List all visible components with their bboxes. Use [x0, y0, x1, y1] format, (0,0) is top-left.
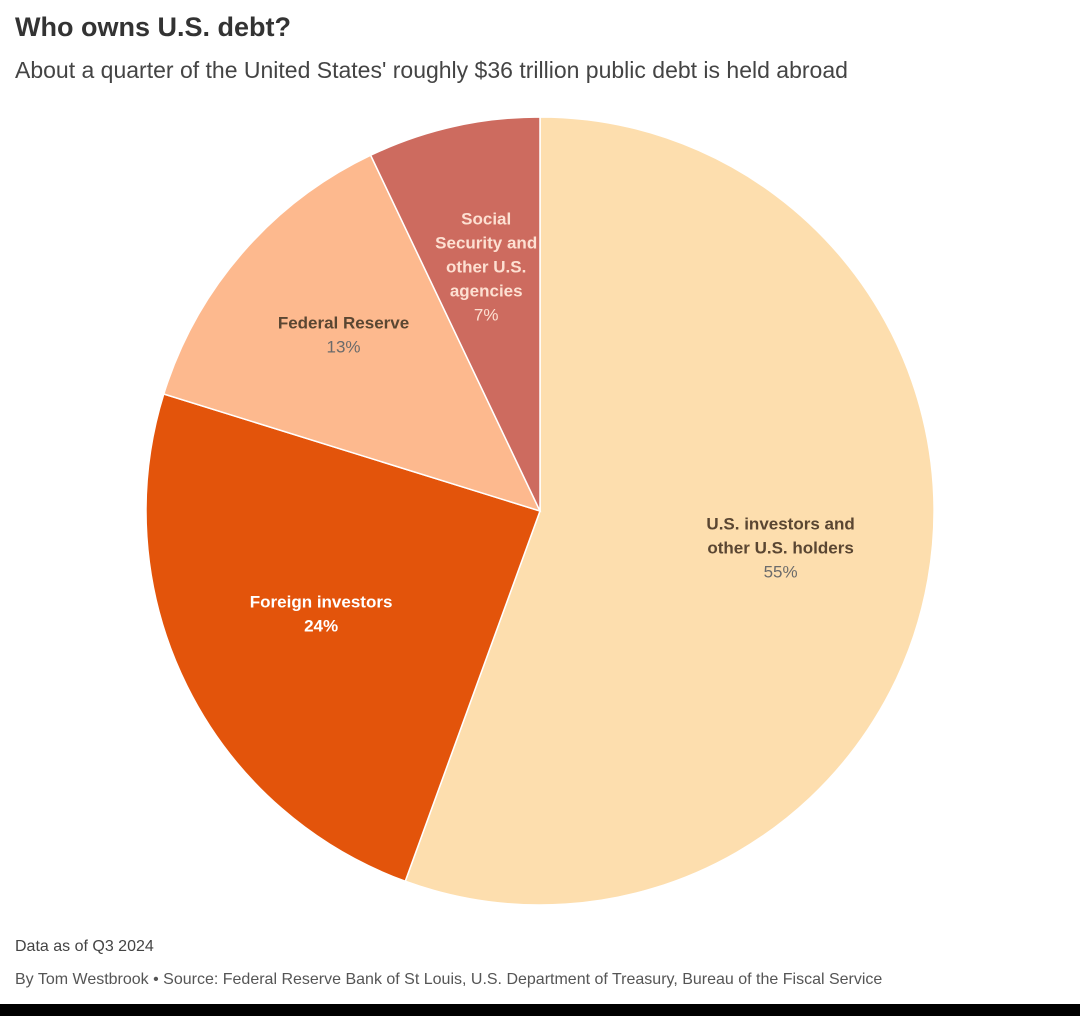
slice-value-label: 55%	[764, 562, 798, 581]
bottom-bar	[0, 1004, 1080, 1016]
slice-name-line: other U.S. holders	[707, 538, 853, 557]
slice-name-line: Federal Reserve	[278, 314, 409, 333]
slice-name-line: Social	[461, 210, 511, 229]
slice-value-label: 7%	[474, 306, 499, 325]
slice-name-line: U.S. investors and	[706, 514, 854, 533]
slice-name-line: Security and	[435, 234, 537, 253]
slice-value-label: 13%	[326, 338, 360, 357]
pie-slice-u-s-investors-and-other-u-s-holders	[404, 116, 935, 906]
slice-label-federal-reserve: Federal Reserve 13%	[278, 314, 409, 357]
slice-label-foreign-investors: Foreign investors 24%	[250, 593, 393, 636]
slice-label-u-s-investors-and-other-u-s-holders: U.S. investors and other U.S. holders 55%	[706, 514, 854, 581]
chart-title: Who owns U.S. debt?	[15, 12, 291, 42]
slice-value-label: 24%	[304, 617, 338, 636]
pie-slice-federal-reserve	[162, 154, 542, 513]
slice-label-social-security-and-other-u-s-agencies: Social Security and other U.S. agencies 7%	[435, 210, 537, 325]
slice-name-line: Foreign investors	[250, 593, 393, 612]
pie-slice-foreign-investors	[145, 393, 541, 883]
data-date-note: Data as of Q3 2024	[15, 938, 154, 955]
source-credits: By Tom Westbrook • Source: Federal Reser…	[15, 971, 883, 988]
pie-slice-social-security-and-other-u-s-agencies	[369, 116, 541, 512]
slice-name-line: other U.S.	[446, 258, 526, 277]
chart-subtitle: About a quarter of the United States' ro…	[15, 57, 848, 83]
slice-name-line: agencies	[450, 282, 523, 301]
